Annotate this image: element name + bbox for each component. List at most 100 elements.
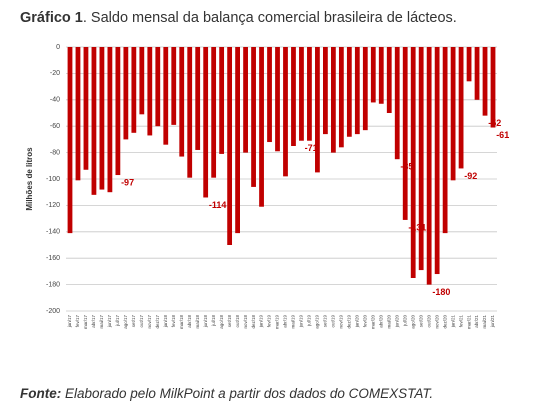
- x-tick-label: fev/17: [75, 315, 80, 328]
- value-label: -131: [408, 222, 426, 232]
- x-tick-label: abr/17: [91, 315, 96, 328]
- x-tick-label: jan/20: [355, 315, 360, 329]
- x-tick-label: jul/17: [115, 315, 120, 327]
- bar: [195, 47, 201, 150]
- bar: [410, 47, 416, 278]
- x-tick-label: fev/20: [362, 315, 367, 328]
- bar: [123, 47, 129, 140]
- x-tick-label: set/18: [227, 315, 232, 328]
- bar: [107, 47, 113, 193]
- x-tick-label: mai/18: [195, 315, 200, 329]
- x-tick-label: nov/18: [243, 315, 248, 329]
- bar: [227, 47, 233, 245]
- bar: [163, 47, 169, 145]
- x-tick-label: fev/21: [458, 315, 463, 328]
- x-tick-label: jun/19: [299, 315, 304, 329]
- x-tick-label: jul/20: [402, 315, 407, 327]
- bar: [99, 47, 105, 190]
- value-label: -61: [496, 130, 509, 140]
- bar: [338, 47, 344, 148]
- bar: [91, 47, 97, 195]
- bar: [362, 47, 368, 131]
- bar: [243, 47, 248, 153]
- bar: [434, 47, 440, 275]
- bar: [482, 47, 488, 116]
- bar: [466, 47, 472, 82]
- bar: [307, 47, 312, 141]
- x-tick-label: dez/17: [155, 315, 160, 329]
- y-tick-label: -120: [46, 202, 60, 209]
- value-label: -97: [121, 177, 134, 187]
- bar: [187, 47, 193, 178]
- bar: [490, 47, 496, 128]
- bar: [418, 47, 424, 271]
- x-tick-label: abr/21: [474, 315, 479, 328]
- bar: [323, 47, 328, 135]
- x-tick-label: out/17: [139, 315, 144, 328]
- x-tick-label: ago/18: [219, 315, 224, 329]
- x-tick-label: jan/17: [67, 315, 72, 329]
- bar: [211, 47, 217, 178]
- bar: [171, 47, 177, 125]
- bar: [75, 47, 81, 181]
- x-tick-label: mar/18: [179, 315, 184, 330]
- x-tick-label: mai/21: [482, 315, 487, 329]
- x-tick-label: jul/19: [307, 315, 312, 327]
- bar: [442, 47, 448, 234]
- x-tick-label: dez/18: [251, 315, 256, 329]
- bar: [299, 47, 304, 141]
- chart-title: Gráfico 1. Saldo mensal da balança comer…: [20, 10, 457, 26]
- source-prefix: Fonte:: [20, 386, 61, 401]
- title-prefix: Gráfico 1: [20, 10, 83, 26]
- bar: [115, 47, 121, 176]
- bar: [179, 47, 185, 157]
- x-tick-label: fev/19: [267, 315, 272, 328]
- y-tick-label: -160: [46, 255, 60, 262]
- x-tick-label: nov/17: [147, 315, 152, 329]
- x-tick-label: set/19: [323, 315, 328, 328]
- x-tick-label: abr/19: [283, 315, 288, 328]
- bar: [354, 47, 360, 135]
- x-tick-label: mar/20: [370, 315, 375, 330]
- y-tick-label: -80: [50, 149, 60, 156]
- bar: [155, 47, 161, 127]
- y-tick-label: -40: [50, 97, 60, 104]
- x-tick-label: ago/20: [410, 315, 415, 329]
- bar: [458, 47, 464, 169]
- x-tick-label: jan/18: [163, 315, 168, 329]
- bar: [346, 47, 352, 137]
- x-tick-label: jun/18: [203, 315, 208, 329]
- value-label: -92: [464, 171, 477, 181]
- bar: [315, 47, 320, 173]
- value-label: -180: [432, 287, 450, 297]
- source: Fonte: Elaborado pelo MilkPoint a partir…: [20, 386, 433, 401]
- bar: [402, 47, 408, 220]
- x-tick-label: ago/19: [315, 315, 320, 329]
- bar: [386, 47, 392, 113]
- x-tick-label: jun/21: [490, 315, 495, 329]
- x-tick-label: ago/17: [123, 315, 128, 329]
- bar: [426, 47, 432, 285]
- bar: [267, 47, 272, 143]
- y-tick-label: -100: [46, 176, 60, 183]
- x-tick-label: abr/20: [378, 315, 383, 328]
- bar: [235, 47, 240, 234]
- bar: [283, 47, 288, 177]
- bar: [131, 47, 137, 133]
- x-tick-label: jun/20: [394, 315, 399, 329]
- x-tick-label: jan/19: [259, 315, 264, 329]
- bar: [450, 47, 456, 181]
- bar: [378, 47, 384, 104]
- bar: [275, 47, 280, 152]
- x-tick-label: jul/18: [211, 315, 216, 327]
- x-tick-label: abr/18: [187, 315, 192, 328]
- x-tick-label: set/17: [131, 315, 136, 328]
- x-tick-label: out/20: [426, 315, 431, 328]
- x-tick-label: jan/21: [450, 315, 455, 329]
- x-tick-label: nov/20: [434, 315, 439, 329]
- value-label: -114: [209, 200, 227, 210]
- x-tick-label: out/19: [331, 315, 336, 328]
- y-axis-label: Milhões de litros: [25, 147, 34, 211]
- value-label: -71: [305, 143, 318, 153]
